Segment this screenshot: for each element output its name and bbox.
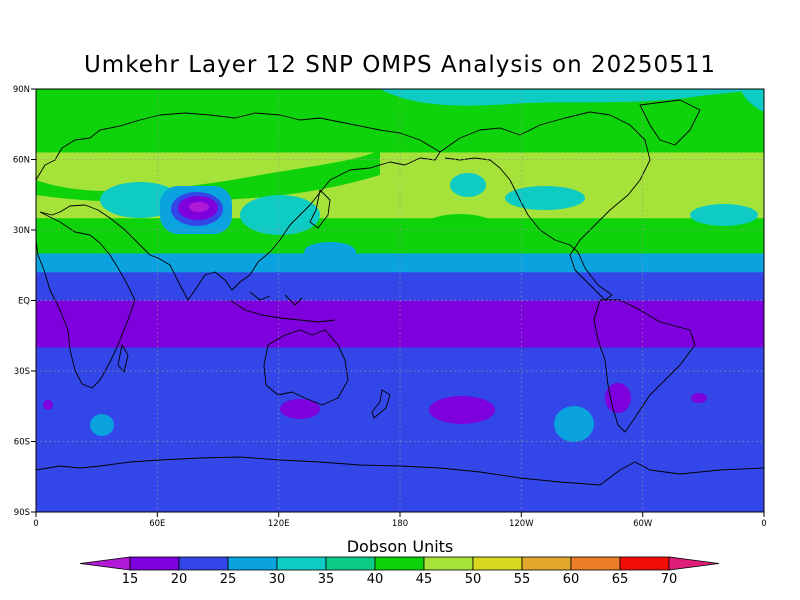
colorbar-swatch-9 [570,556,621,571]
colorbar-label-65: 65 [612,572,629,587]
southern-features [43,383,707,442]
n-america-cyan-patch [505,186,585,210]
y-tick-label-90n: 90N [13,85,30,95]
colorbar-label-25: 25 [220,572,237,587]
colorbar-swatch-10 [619,556,670,571]
zonal-band-2 [36,218,764,254]
y-tick-label-90s: 90S [14,508,30,518]
colorbar-label-45: 45 [416,572,433,587]
zonal-band-3 [36,253,764,273]
colorbar-swatch-6 [423,556,474,571]
asia-blue-patch [304,242,356,262]
eurasia-green-patch [36,150,380,203]
x-tick-label-0-end: 0 [761,519,766,529]
zonal-band-6 [36,347,764,512]
australia-coast [263,329,349,406]
indonesia [229,291,336,323]
colorbar-swatch-3 [276,556,327,571]
greenland [639,99,701,146]
colorbar-label-55: 55 [514,572,531,587]
madagascar [117,344,129,373]
colorbar-label-60: 60 [563,572,580,587]
africa-coast [36,211,136,389]
colorbar-swatch-0 [129,556,180,571]
new-zealand [371,389,391,419]
s-indian-purple-patch [280,399,320,419]
y-tick-label-60n: 60N [13,156,30,166]
colorbar-label-70: 70 [661,572,678,587]
colorbar-label-20: 20 [171,572,188,587]
coastlines [36,99,764,486]
y-tick-label-30s: 30S [14,367,30,377]
n-africa-blue-patch [36,254,124,270]
y-tick-label-eq: EQ [18,297,30,307]
antarctica-coast [36,456,764,486]
w-purple-spot [43,400,53,410]
colorbar: 15 20 25 30 35 40 45 50 55 60 65 70 [79,556,720,587]
x-tick-label-120w: 120W [509,519,534,529]
europe-asia-coast [36,112,441,301]
colorbar-label-40: 40 [367,572,384,587]
plot-area [36,89,764,512]
colorbar-swatch-8 [521,556,572,571]
s-atlantic-purple-patch [605,383,631,413]
y-tick-label-60s: 60S [14,438,30,448]
colorbar-swatch-4 [325,556,376,571]
polar-cyan-patch [380,89,764,106]
x-tick-label-60w: 60W [633,519,653,529]
northern-features [36,89,764,270]
colorbar-swatch-7 [472,556,523,571]
atlantic-purple-spot [691,393,707,403]
colorbar-label-35: 35 [318,572,335,587]
colorbar-swatch-2 [227,556,278,571]
colorbar-high-arrow [668,556,720,571]
pacific-cyan-patch [450,173,486,197]
north-america-coast [439,111,651,301]
graticule [36,89,764,512]
x-tick-label-60e: 60E [149,519,165,529]
colorbar-low-arrow [79,556,131,571]
x-tick-label-0: 0 [33,519,38,529]
colorbar-title: Dobson Units [347,537,454,556]
x-tick-label-180: 180 [392,519,408,529]
colorbar-label-15: 15 [122,572,139,587]
y-tick-label-30n: 30N [13,226,30,236]
tibet-core-patch [189,202,209,212]
japan [309,189,331,229]
colorbar-label-30: 30 [269,572,286,587]
x-tick-label-120e: 120E [268,519,290,529]
axis-ticks [31,88,765,517]
s-africa-blue-patch [90,414,114,436]
atlantic-cyan-patch [690,204,758,226]
map-title: Umkehr Layer 12 SNP OMPS Analysis on 202… [83,52,717,78]
n-atlantic-cyan-patch [740,89,764,112]
colorbar-label-50: 50 [465,572,482,587]
colorbar-swatch-5 [374,556,425,571]
s-ocean-blue-patch [554,406,594,442]
colorbar-swatch-1 [178,556,229,571]
asia-cyan-patch [240,195,320,235]
s-pacific-purple-patch [429,396,495,424]
south-america-coast [593,299,696,433]
